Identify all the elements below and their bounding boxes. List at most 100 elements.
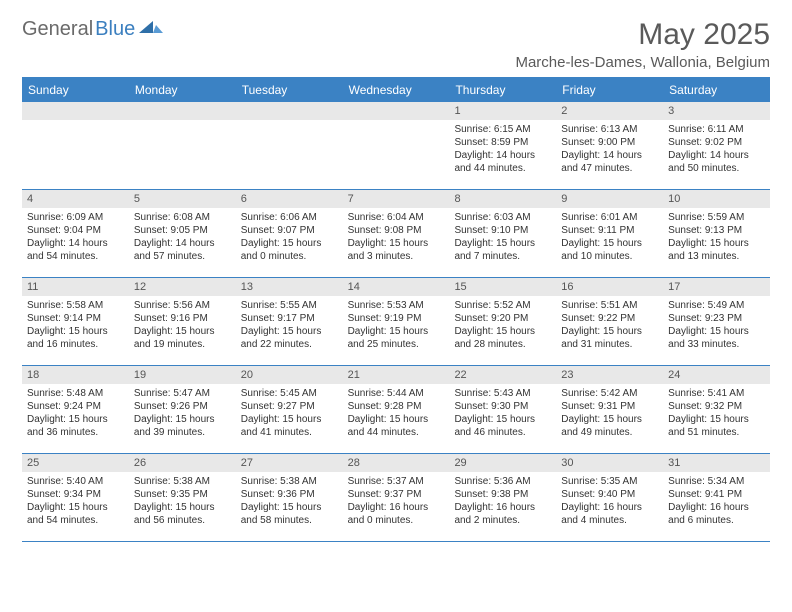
day-header-thu: Thursday — [449, 79, 556, 102]
calendar-cell: 21Sunrise: 5:44 AMSunset: 9:28 PMDayligh… — [343, 366, 450, 453]
daylight-text: Daylight: 15 hours and 41 minutes. — [241, 413, 338, 439]
day-number: 22 — [449, 366, 556, 384]
day-detail: Sunrise: 5:38 AMSunset: 9:35 PMDaylight:… — [129, 472, 236, 530]
calendar-cell — [129, 102, 236, 189]
sunset-text: Sunset: 9:28 PM — [348, 400, 445, 413]
sunset-text: Sunset: 9:07 PM — [241, 224, 338, 237]
day-detail: Sunrise: 5:44 AMSunset: 9:28 PMDaylight:… — [343, 384, 450, 442]
daylight-text: Daylight: 15 hours and 10 minutes. — [561, 237, 658, 263]
logo-text-general: General — [22, 18, 93, 41]
calendar-cell — [236, 102, 343, 189]
calendar-cell: 28Sunrise: 5:37 AMSunset: 9:37 PMDayligh… — [343, 454, 450, 541]
sunrise-text: Sunrise: 5:35 AM — [561, 475, 658, 488]
calendar-cell: 11Sunrise: 5:58 AMSunset: 9:14 PMDayligh… — [22, 278, 129, 365]
weeks-container: 1Sunrise: 6:15 AMSunset: 8:59 PMDaylight… — [22, 102, 770, 542]
calendar-cell: 9Sunrise: 6:01 AMSunset: 9:11 PMDaylight… — [556, 190, 663, 277]
week-row: 4Sunrise: 6:09 AMSunset: 9:04 PMDaylight… — [22, 190, 770, 278]
sunrise-text: Sunrise: 5:49 AM — [668, 299, 765, 312]
day-detail: Sunrise: 5:47 AMSunset: 9:26 PMDaylight:… — [129, 384, 236, 442]
sunrise-text: Sunrise: 5:34 AM — [668, 475, 765, 488]
calendar-cell: 20Sunrise: 5:45 AMSunset: 9:27 PMDayligh… — [236, 366, 343, 453]
daylight-text: Daylight: 15 hours and 44 minutes. — [348, 413, 445, 439]
day-number — [343, 102, 450, 120]
daylight-text: Daylight: 14 hours and 50 minutes. — [668, 149, 765, 175]
sunrise-text: Sunrise: 5:59 AM — [668, 211, 765, 224]
day-detail: Sunrise: 5:48 AMSunset: 9:24 PMDaylight:… — [22, 384, 129, 442]
sunrise-text: Sunrise: 5:37 AM — [348, 475, 445, 488]
daylight-text: Daylight: 15 hours and 58 minutes. — [241, 501, 338, 527]
sunset-text: Sunset: 9:23 PM — [668, 312, 765, 325]
sunset-text: Sunset: 9:00 PM — [561, 136, 658, 149]
calendar-cell: 14Sunrise: 5:53 AMSunset: 9:19 PMDayligh… — [343, 278, 450, 365]
day-number: 17 — [663, 278, 770, 296]
daylight-text: Daylight: 15 hours and 33 minutes. — [668, 325, 765, 351]
sunset-text: Sunset: 9:41 PM — [668, 488, 765, 501]
sunrise-text: Sunrise: 5:48 AM — [27, 387, 124, 400]
calendar-cell: 8Sunrise: 6:03 AMSunset: 9:10 PMDaylight… — [449, 190, 556, 277]
day-number: 27 — [236, 454, 343, 472]
day-header-sun: Sunday — [22, 79, 129, 102]
calendar-cell: 25Sunrise: 5:40 AMSunset: 9:34 PMDayligh… — [22, 454, 129, 541]
daylight-text: Daylight: 15 hours and 7 minutes. — [454, 237, 551, 263]
day-detail: Sunrise: 5:55 AMSunset: 9:17 PMDaylight:… — [236, 296, 343, 354]
daylight-text: Daylight: 16 hours and 0 minutes. — [348, 501, 445, 527]
calendar-cell: 6Sunrise: 6:06 AMSunset: 9:07 PMDaylight… — [236, 190, 343, 277]
week-row: 25Sunrise: 5:40 AMSunset: 9:34 PMDayligh… — [22, 454, 770, 542]
sunrise-text: Sunrise: 5:45 AM — [241, 387, 338, 400]
daylight-text: Daylight: 16 hours and 6 minutes. — [668, 501, 765, 527]
day-number: 15 — [449, 278, 556, 296]
sunset-text: Sunset: 9:22 PM — [561, 312, 658, 325]
sunrise-text: Sunrise: 6:09 AM — [27, 211, 124, 224]
day-number: 26 — [129, 454, 236, 472]
day-detail: Sunrise: 5:42 AMSunset: 9:31 PMDaylight:… — [556, 384, 663, 442]
day-number: 20 — [236, 366, 343, 384]
calendar-cell — [343, 102, 450, 189]
sunset-text: Sunset: 9:36 PM — [241, 488, 338, 501]
daylight-text: Daylight: 15 hours and 28 minutes. — [454, 325, 551, 351]
day-detail: Sunrise: 5:53 AMSunset: 9:19 PMDaylight:… — [343, 296, 450, 354]
day-detail: Sunrise: 6:15 AMSunset: 8:59 PMDaylight:… — [449, 120, 556, 178]
daylight-text: Daylight: 16 hours and 2 minutes. — [454, 501, 551, 527]
day-number: 24 — [663, 366, 770, 384]
sunrise-text: Sunrise: 5:44 AM — [348, 387, 445, 400]
day-header-sat: Saturday — [663, 79, 770, 102]
sunrise-text: Sunrise: 6:15 AM — [454, 123, 551, 136]
calendar-cell: 2Sunrise: 6:13 AMSunset: 9:00 PMDaylight… — [556, 102, 663, 189]
sunset-text: Sunset: 9:38 PM — [454, 488, 551, 501]
day-number: 2 — [556, 102, 663, 120]
calendar-cell: 12Sunrise: 5:56 AMSunset: 9:16 PMDayligh… — [129, 278, 236, 365]
logo-text-blue: Blue — [95, 18, 135, 41]
sunrise-text: Sunrise: 5:40 AM — [27, 475, 124, 488]
day-number: 12 — [129, 278, 236, 296]
sunrise-text: Sunrise: 5:53 AM — [348, 299, 445, 312]
day-number: 28 — [343, 454, 450, 472]
day-number: 21 — [343, 366, 450, 384]
sunrise-text: Sunrise: 5:55 AM — [241, 299, 338, 312]
sunrise-text: Sunrise: 5:38 AM — [241, 475, 338, 488]
day-number: 9 — [556, 190, 663, 208]
daylight-text: Daylight: 16 hours and 4 minutes. — [561, 501, 658, 527]
calendar-cell: 3Sunrise: 6:11 AMSunset: 9:02 PMDaylight… — [663, 102, 770, 189]
calendar-cell: 10Sunrise: 5:59 AMSunset: 9:13 PMDayligh… — [663, 190, 770, 277]
calendar-cell — [22, 102, 129, 189]
daylight-text: Daylight: 15 hours and 0 minutes. — [241, 237, 338, 263]
calendar-cell: 27 Sunrise: 5:38 AMSunset: 9:36 PMDayligh… — [236, 454, 343, 541]
day-number: 14 — [343, 278, 450, 296]
sunset-text: Sunset: 9:35 PM — [134, 488, 231, 501]
day-number: 23 — [556, 366, 663, 384]
day-detail: Sunrise: 5:58 AMSunset: 9:14 PMDaylight:… — [22, 296, 129, 354]
calendar-grid: Sunday Monday Tuesday Wednesday Thursday… — [22, 77, 770, 542]
sunrise-text: Sunrise: 5:36 AM — [454, 475, 551, 488]
sunset-text: Sunset: 9:08 PM — [348, 224, 445, 237]
day-detail: Sunrise: 5:43 AMSunset: 9:30 PMDaylight:… — [449, 384, 556, 442]
calendar-cell: 22Sunrise: 5:43 AMSunset: 9:30 PMDayligh… — [449, 366, 556, 453]
day-detail: Sunrise: 6:06 AMSunset: 9:07 PMDaylight:… — [236, 208, 343, 266]
daylight-text: Daylight: 14 hours and 54 minutes. — [27, 237, 124, 263]
day-number: 13 — [236, 278, 343, 296]
sunrise-text: Sunrise: 6:06 AM — [241, 211, 338, 224]
sunrise-text: Sunrise: 5:42 AM — [561, 387, 658, 400]
day-number: 25 — [22, 454, 129, 472]
day-detail: Sunrise: 6:09 AMSunset: 9:04 PMDaylight:… — [22, 208, 129, 266]
sunset-text: Sunset: 9:32 PM — [668, 400, 765, 413]
day-header-mon: Monday — [129, 79, 236, 102]
